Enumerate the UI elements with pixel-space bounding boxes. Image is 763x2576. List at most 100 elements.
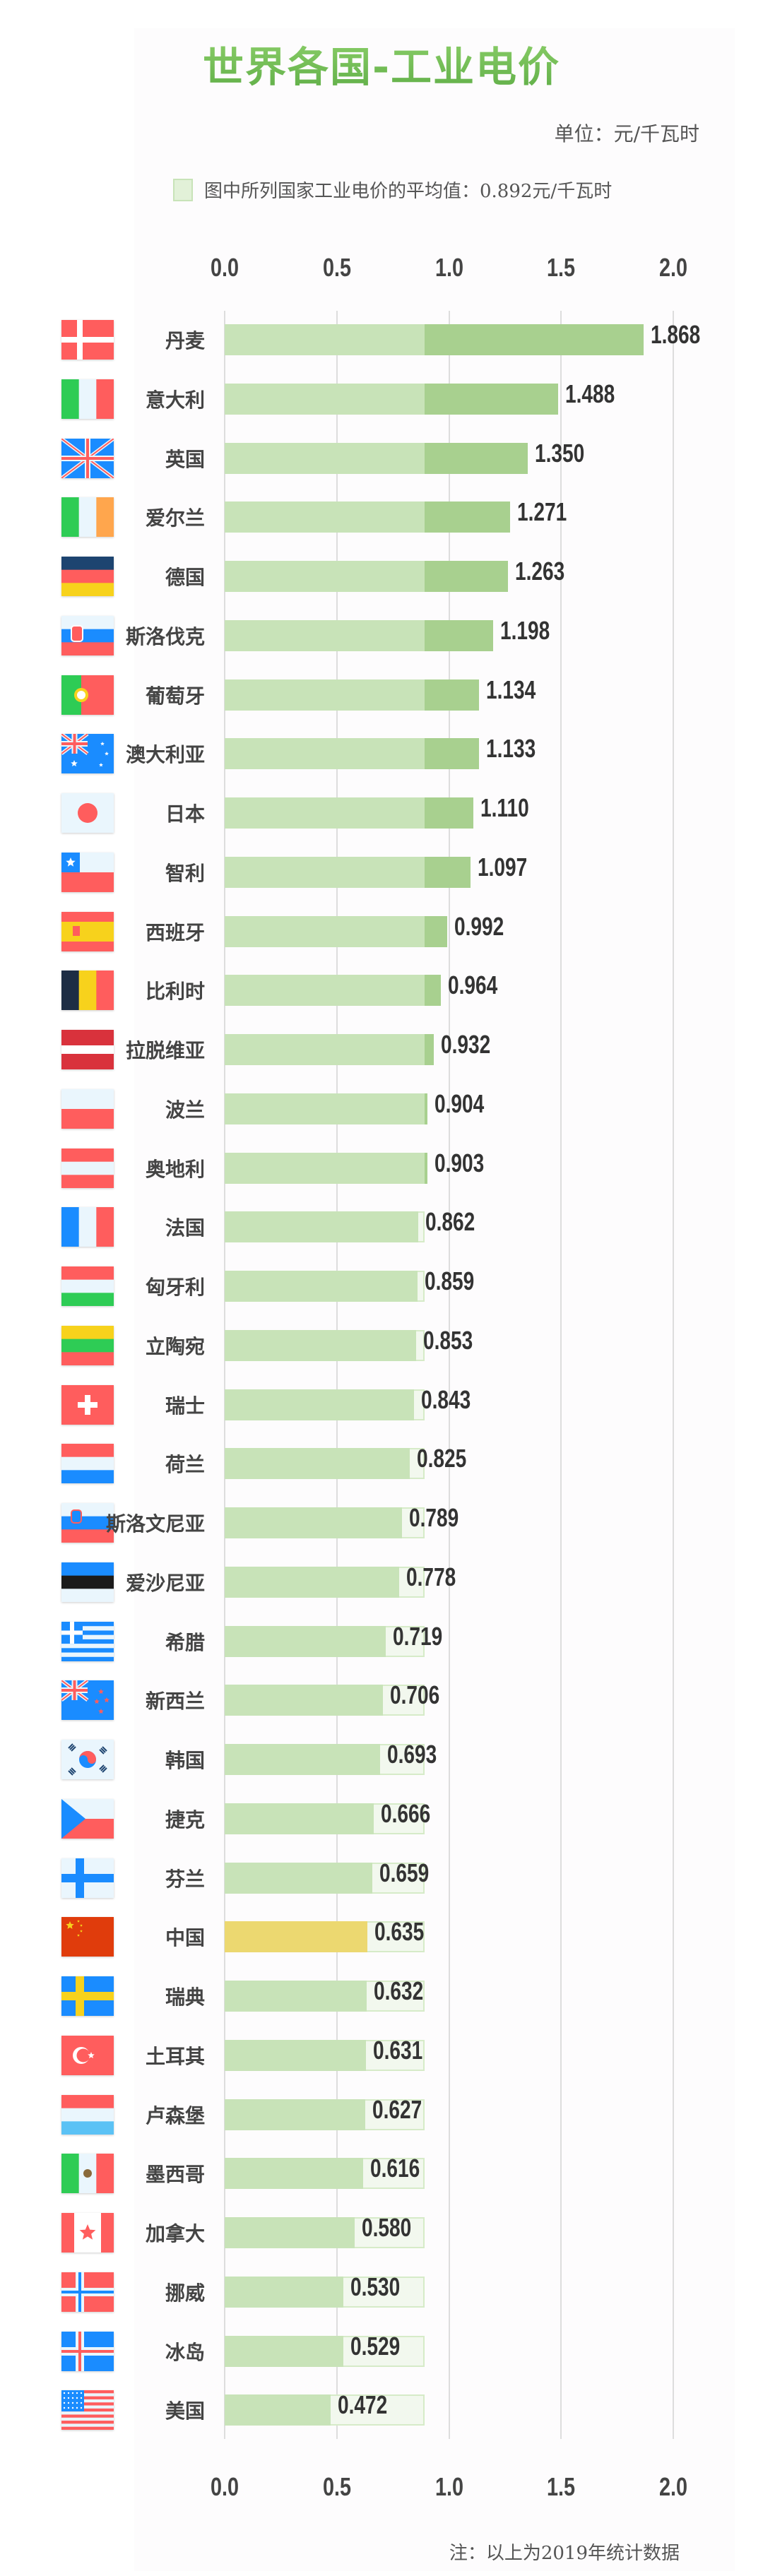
chart-row: 瑞士 0.843 [0, 1375, 763, 1435]
bar-above-mean [425, 975, 442, 1007]
value-label: 0.932 [440, 1030, 491, 1059]
value-label: 1.271 [516, 497, 567, 527]
chart-row: 丹麦 1.868 [0, 310, 763, 369]
x-tick-top: 0.5 [322, 253, 351, 282]
value-label: 0.635 [374, 1917, 424, 1947]
chart-row: 英国 1.350 [0, 429, 763, 488]
bar [225, 1981, 367, 2012]
value-label: 1.133 [485, 734, 536, 764]
bar-above-mean [425, 797, 474, 829]
x-tick-bottom: 0.0 [210, 2472, 239, 2501]
bar-below-mean [225, 442, 425, 474]
bar [225, 2217, 355, 2248]
flag-cz-icon [61, 1798, 114, 1839]
chart-row: 中国 0.635 [0, 1907, 763, 1966]
value-label: 0.666 [381, 1798, 431, 1828]
value-label: 0.693 [387, 1740, 437, 1769]
chart-row: 奥地利 0.903 [0, 1139, 763, 1198]
bar-below-mean [225, 1034, 425, 1065]
country-label: 德国 [165, 566, 205, 589]
chart-row: 韩国 0.693 [0, 1730, 763, 1789]
country-label: 捷克 [165, 1808, 205, 1832]
country-label: 瑞士 [165, 1394, 205, 1418]
flag-fi-icon [61, 1858, 114, 1898]
chart-row: 匈牙利 0.859 [0, 1257, 763, 1316]
flag-cn-icon [61, 1917, 114, 1957]
bar-below-mean [225, 797, 425, 829]
chart-row: 德国 1.263 [0, 547, 763, 606]
flag-jp-icon [61, 793, 114, 833]
country-label: 卢森堡 [145, 2103, 205, 2127]
bar-above-mean [425, 679, 480, 711]
bar [225, 1507, 402, 1538]
bar-above-mean [425, 324, 644, 355]
bar [225, 2394, 331, 2426]
country-label: 加拿大 [145, 2222, 205, 2245]
chart-row: 芬兰 0.659 [0, 1848, 763, 1908]
country-label: 爱尔兰 [145, 506, 205, 530]
chart-row: 美国 0.472 [0, 2380, 763, 2440]
bar [225, 1685, 384, 1716]
country-label: 芬兰 [165, 1867, 205, 1891]
footnote: 注：以上为2019年统计数据 [449, 2543, 680, 2564]
bar [225, 1389, 414, 1420]
bar-below-mean [225, 383, 425, 415]
bar-below-mean [225, 1152, 425, 1184]
value-label: 0.964 [448, 971, 498, 1000]
flag-lu-icon [61, 2094, 114, 2135]
chart-row: 葡萄牙 1.134 [0, 665, 763, 725]
unit-label: 单位：元/千瓦时 [554, 122, 699, 146]
value-label: 0.843 [420, 1384, 471, 1414]
flag-ca-icon [61, 2213, 114, 2252]
country-label: 冰岛 [165, 2340, 205, 2364]
flag-es-icon [61, 911, 114, 951]
flag-pt-icon [61, 675, 114, 715]
country-label: 西班牙 [145, 920, 205, 944]
country-label: 美国 [165, 2399, 205, 2423]
chart-row: 立陶宛 0.853 [0, 1316, 763, 1375]
flag-tr-icon [61, 2035, 114, 2075]
flag-cl-icon [61, 852, 114, 892]
x-tick-top: 1.5 [547, 253, 576, 282]
chart-row: 拉脱维亚 0.932 [0, 1020, 763, 1079]
value-label: 1.350 [534, 438, 584, 468]
value-label: 1.198 [500, 615, 550, 645]
bar-above-mean [425, 442, 528, 474]
country-label: 新西兰 [145, 1690, 205, 1714]
chart-row: 荷兰 0.825 [0, 1434, 763, 1493]
value-label: 0.659 [379, 1858, 430, 1887]
bar-below-mean [225, 915, 425, 947]
flag-ch-icon [61, 1384, 114, 1425]
flag-dk-icon [61, 320, 114, 360]
bar [225, 2335, 343, 2367]
country-label: 土耳其 [145, 2044, 205, 2068]
country-label: 匈牙利 [145, 1276, 205, 1299]
country-label: 瑞典 [165, 1986, 205, 2009]
flag-gb-icon [61, 438, 114, 478]
country-label: 墨西哥 [145, 2163, 205, 2187]
value-label: 0.472 [337, 2390, 388, 2420]
value-label: 1.263 [515, 557, 565, 586]
bar [225, 1329, 416, 1361]
chart-row: 智利 1.097 [0, 843, 763, 902]
gridline [336, 311, 338, 2439]
country-label: 奥地利 [145, 1157, 205, 1181]
value-label: 1.097 [478, 852, 528, 882]
flag-at-icon [61, 1148, 114, 1188]
country-label: 比利时 [145, 980, 205, 1004]
value-label: 0.789 [408, 1503, 459, 1532]
gridline [224, 311, 225, 2439]
bar-above-mean [425, 738, 479, 770]
value-label: 0.706 [390, 1680, 440, 1710]
bar-below-mean [225, 1093, 425, 1124]
chart-row: 瑞典 0.632 [0, 1966, 763, 2026]
value-label: 0.992 [454, 911, 504, 941]
chart-row: 冰岛 0.529 [0, 2322, 763, 2381]
chart-row: 澳大利亚 1.133 [0, 724, 763, 783]
bar [225, 2276, 344, 2308]
bar [225, 1625, 386, 1657]
flag-us-icon [61, 2390, 114, 2430]
bar [225, 1566, 399, 1598]
chart-row: 墨西哥 0.616 [0, 2144, 763, 2203]
country-label: 韩国 [165, 1749, 205, 1772]
